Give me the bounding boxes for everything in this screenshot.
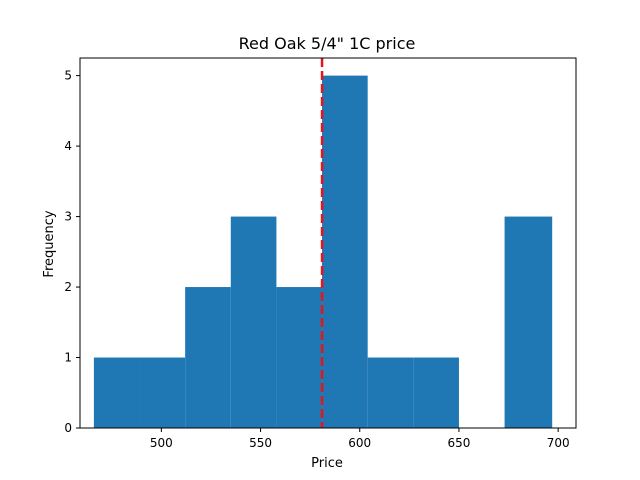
- histogram-bar-1: [93, 357, 140, 428]
- histogram-bar-7: [367, 357, 414, 428]
- histogram-bar-8: [413, 357, 459, 428]
- y-tick-label: 0: [64, 421, 72, 435]
- y-tick-label: 4: [64, 139, 72, 153]
- y-axis-label: Frequency: [42, 210, 57, 277]
- y-axis-ticks: 0 1 2 3 4 5: [64, 69, 80, 435]
- x-tick-label: 600: [348, 436, 371, 450]
- plot-frame: [79, 57, 577, 429]
- histogram-bar-10: [504, 216, 553, 428]
- x-tick-label: 550: [249, 436, 272, 450]
- histogram-bar-6: [322, 75, 368, 428]
- x-tick-label: 500: [150, 436, 173, 450]
- histogram-bar-2: [139, 357, 186, 428]
- y-tick-label: 3: [64, 210, 72, 224]
- y-tick-label: 1: [64, 351, 72, 365]
- y-tick-label: 5: [64, 69, 72, 83]
- histogram-bar-5: [276, 287, 323, 428]
- y-tick-label: 2: [64, 280, 72, 294]
- histogram-bar-4: [230, 216, 277, 428]
- x-tick-label: 700: [547, 436, 570, 450]
- x-tick-label: 650: [447, 436, 470, 450]
- x-axis-label: Price: [311, 456, 343, 471]
- bars-group: [93, 75, 553, 428]
- chart-title: Red Oak 5/4" 1C price: [239, 34, 416, 53]
- x-axis-ticks: 500 550 600 650 700: [150, 428, 570, 450]
- histogram-bar-3: [185, 287, 231, 428]
